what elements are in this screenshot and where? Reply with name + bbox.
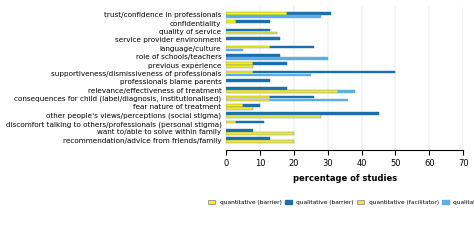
Bar	[226, 115, 321, 118]
Bar	[270, 96, 314, 98]
Bar	[226, 20, 237, 23]
Bar	[226, 107, 254, 110]
Bar	[226, 137, 270, 140]
Bar	[254, 71, 395, 73]
Bar	[226, 49, 243, 51]
Bar	[226, 54, 281, 56]
Bar	[226, 29, 270, 32]
Bar	[226, 132, 294, 135]
Bar	[226, 57, 328, 60]
Bar	[237, 20, 270, 23]
Bar	[270, 99, 348, 101]
Bar	[226, 37, 281, 40]
Bar	[287, 12, 331, 15]
Legend: quantitative (barrier), qualitative (barrier), quantitative (facilitator), quali: quantitative (barrier), qualitative (bar…	[206, 197, 474, 207]
Bar	[226, 74, 311, 76]
Bar	[226, 104, 243, 107]
Bar	[226, 90, 338, 93]
Bar	[226, 62, 254, 65]
Bar	[226, 71, 254, 73]
Bar	[226, 99, 270, 101]
Bar	[226, 87, 287, 90]
Bar	[254, 62, 287, 65]
Bar	[226, 96, 270, 98]
Bar	[237, 121, 264, 123]
Bar	[338, 90, 355, 93]
Bar	[226, 45, 270, 48]
Bar	[226, 121, 237, 123]
Bar	[226, 140, 294, 143]
Bar	[243, 104, 260, 107]
Bar	[226, 79, 270, 82]
Bar	[226, 12, 287, 15]
Bar	[270, 45, 314, 48]
Bar	[226, 65, 254, 68]
Bar	[226, 32, 277, 34]
Bar	[226, 15, 321, 18]
Bar	[226, 129, 254, 132]
Bar	[226, 112, 379, 115]
X-axis label: percentage of studies: percentage of studies	[292, 174, 397, 183]
